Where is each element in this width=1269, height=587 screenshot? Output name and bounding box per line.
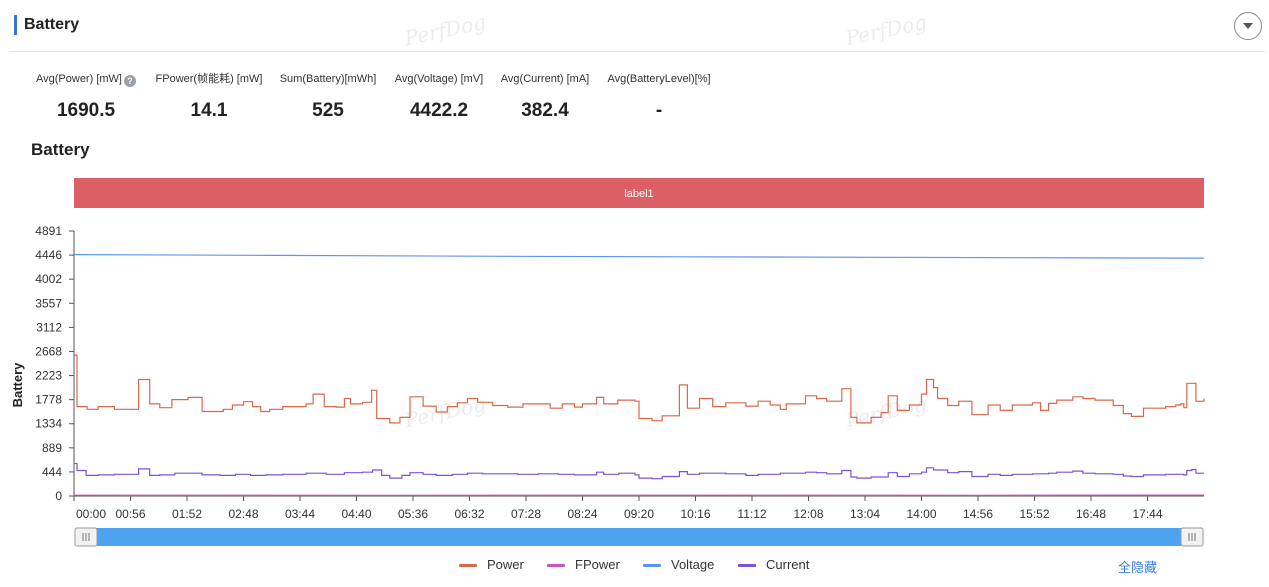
x-tick-label: 12:08 (793, 507, 823, 521)
metric-value: 382.4 (521, 100, 569, 121)
collapse-button[interactable] (1234, 12, 1262, 40)
x-tick-label: 14:00 (906, 507, 936, 521)
legend-item-voltage[interactable]: Voltage (643, 557, 714, 572)
metric-avg-power: Avg(Power) [mW]? 1690.5 (36, 72, 136, 122)
marker-band[interactable] (74, 178, 1204, 208)
panel-title: Battery (24, 16, 80, 33)
y-tick-label: 889 (42, 441, 62, 455)
legend-label: Voltage (671, 557, 715, 572)
x-tick-label: 05:36 (398, 507, 428, 521)
metric-label: Avg(Power) [mW] (36, 73, 122, 85)
title-accent-bar (14, 15, 17, 35)
x-tick-label: 09:20 (624, 507, 654, 521)
legend-label: Current (766, 557, 810, 572)
metric-label: Avg(Voltage) [mV] (394, 73, 484, 85)
x-tick-label: 03:44 (285, 507, 315, 521)
x-tick-label: 13:04 (850, 507, 880, 521)
metric-value: - (655, 100, 663, 121)
x-tick-label: 08:24 (567, 507, 597, 521)
x-tick-label: 04:40 (341, 507, 371, 521)
y-tick-label: 4002 (35, 272, 62, 286)
x-tick-label: 02:48 (228, 507, 258, 521)
marker-band-label: label1 (624, 188, 653, 200)
metric-avg-battery-level: Avg(BatteryLevel)[%] - (604, 72, 714, 122)
grip-icon (1188, 533, 1196, 541)
series-line-current (74, 462, 1204, 480)
metric-avg-voltage: Avg(Voltage) [mV] 4422.2 (389, 72, 489, 122)
y-tick-label: 0 (55, 489, 62, 503)
y-tick-label: 444 (42, 465, 62, 479)
zoom-slider-track[interactable] (75, 528, 1203, 546)
metric-value: 1690.5 (56, 100, 116, 121)
x-tick-label: 06:32 (454, 507, 484, 521)
grip-icon (82, 533, 90, 541)
metric-label: FPower(帧能耗) [mW] (155, 73, 263, 85)
panel-header: Battery (0, 0, 1269, 52)
legend-label: FPower (575, 557, 620, 572)
metric-label: Sum(Battery)[mWh] (279, 73, 377, 85)
metric-fpower: FPower(帧能耗) [mW] 14.1 (153, 72, 265, 122)
help-icon[interactable]: ? (123, 75, 136, 87)
x-tick-label: 01:52 (172, 507, 202, 521)
legend-item-current[interactable]: Current (738, 557, 809, 572)
legend-swatch (738, 564, 756, 568)
metric-value: 4422.2 (409, 100, 469, 121)
legend-label: Power (487, 557, 524, 572)
x-tick-label: 00:00 (76, 507, 106, 521)
legend-item-power[interactable]: Power (459, 557, 524, 572)
chart-title: Battery (31, 140, 90, 159)
y-tick-label: 1334 (35, 417, 62, 431)
x-tick-label: 07:28 (511, 507, 541, 521)
x-tick-label: 10:16 (680, 507, 710, 521)
y-axis-label: Battery (10, 362, 25, 408)
y-tick-label: 3112 (36, 320, 62, 334)
x-tick-label: 15:52 (1019, 507, 1049, 521)
legend-swatch (459, 564, 477, 568)
y-tick-label: 1778 (35, 393, 62, 407)
metric-value: 14.1 (190, 100, 228, 121)
metric-value: 525 (312, 100, 344, 121)
x-tick-label: 00:56 (115, 507, 145, 521)
x-tick-label: 17:44 (1132, 507, 1162, 521)
y-tick-label: 2668 (35, 344, 62, 358)
metric-sum-battery: Sum(Battery)[mWh] 525 (278, 72, 378, 122)
series-line-power (74, 354, 1205, 424)
y-tick-label: 2223 (35, 369, 62, 383)
series-line-voltage (73, 254, 1205, 259)
metric-label: Avg(Current) [mA] (500, 73, 590, 85)
hide-all-button[interactable]: 全隐藏 (1118, 560, 1158, 575)
legend-item-fpower[interactable]: FPower (547, 557, 620, 572)
metric-avg-current: Avg(Current) [mA] 382.4 (495, 72, 595, 122)
legend-swatch (643, 564, 661, 568)
metric-label: Avg(BatteryLevel)[%] (607, 73, 711, 85)
x-tick-label: 14:56 (963, 507, 993, 521)
legend-swatch (547, 564, 565, 568)
header-divider (10, 51, 1265, 52)
y-tick-label: 3557 (35, 296, 62, 310)
y-tick-label: 4446 (35, 248, 62, 262)
x-tick-label: 16:48 (1076, 507, 1106, 521)
x-tick-label: 11:12 (737, 507, 766, 521)
y-tick-label: 4891 (35, 224, 62, 238)
